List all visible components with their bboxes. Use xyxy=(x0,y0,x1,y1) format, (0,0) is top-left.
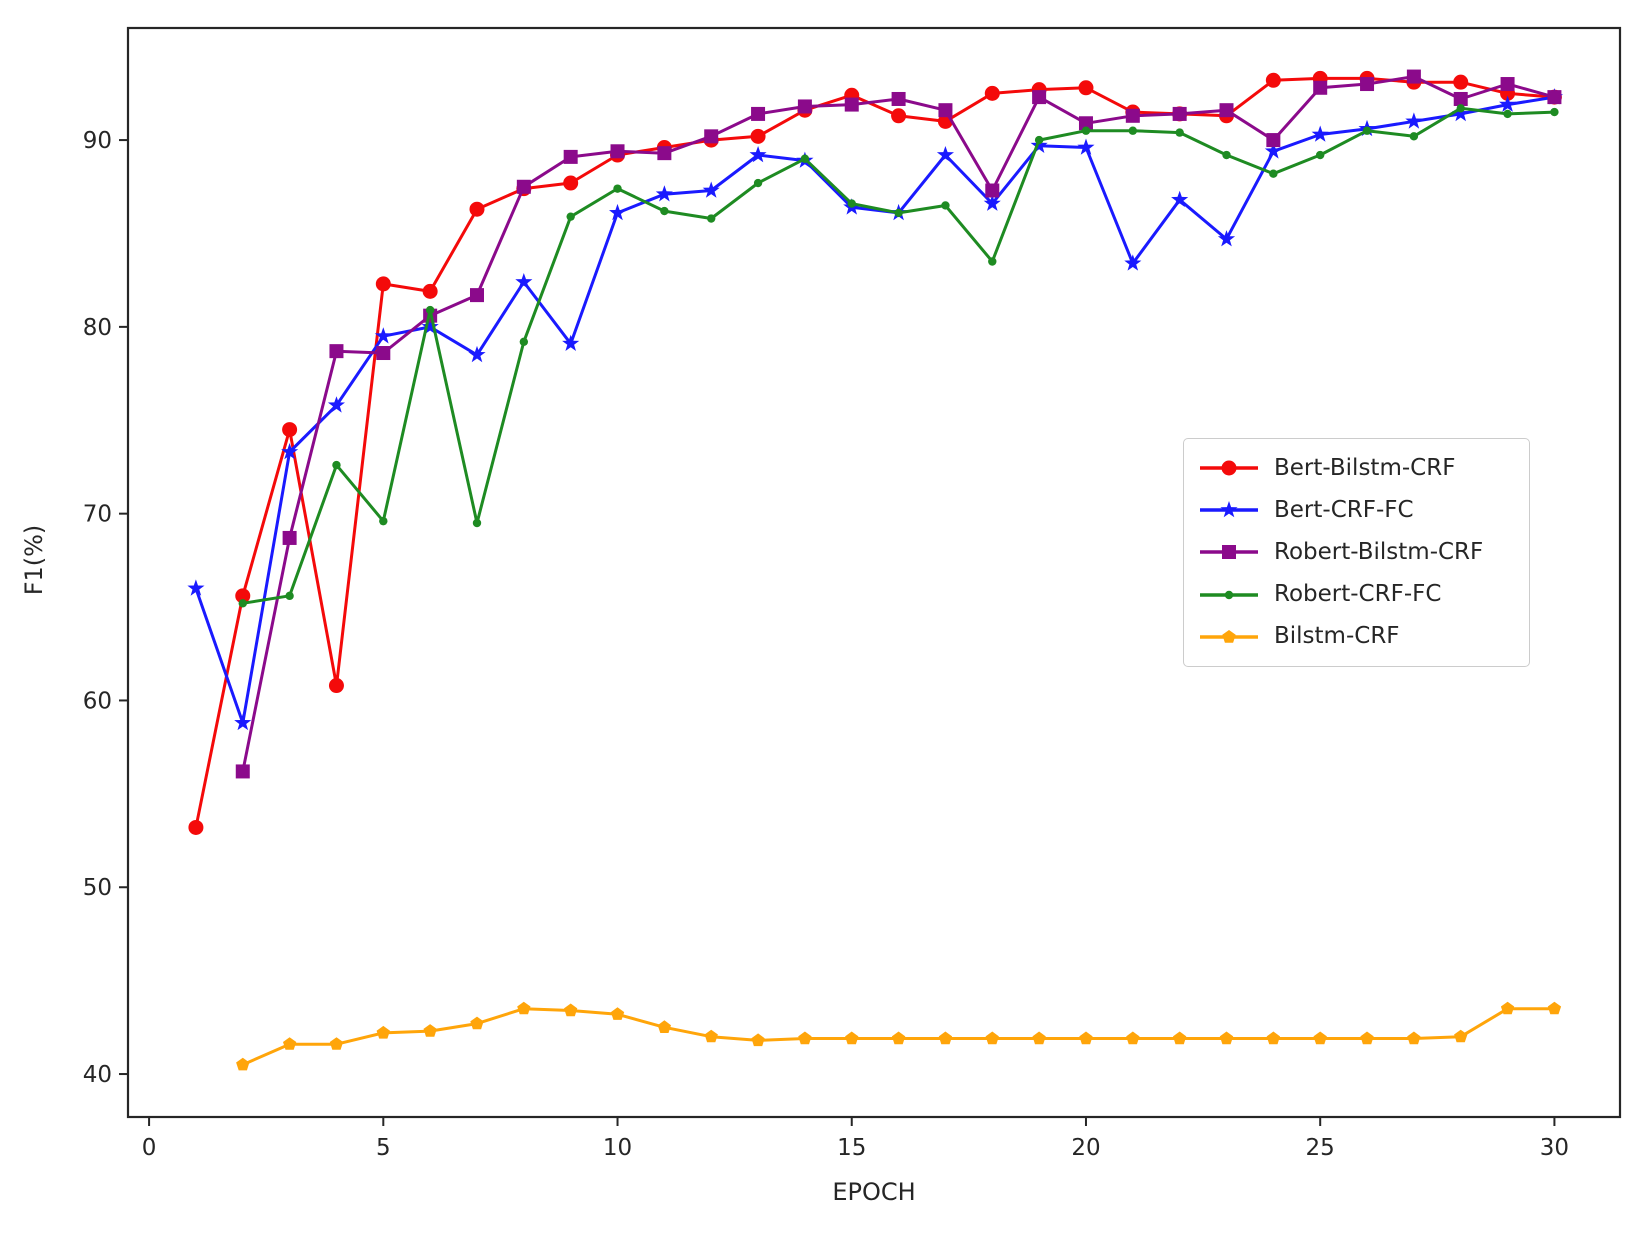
legend-item-label: Bert-Bilstm-CRF xyxy=(1274,454,1456,481)
x-axis-label: EPOCH xyxy=(832,1178,916,1206)
y-tick-label: 60 xyxy=(83,688,112,714)
y-tick-label: 70 xyxy=(83,502,112,528)
y-tick-label: 90 xyxy=(83,128,112,154)
x-tick-label: 25 xyxy=(1306,1135,1335,1161)
legend-item-robert-crf-fc: Robert-CRF-FC xyxy=(1198,583,1515,607)
circle-marker-icon xyxy=(1200,460,1258,476)
y-tick-label: 80 xyxy=(83,315,112,341)
dot-marker-icon xyxy=(1200,590,1258,599)
legend-item-bert-bilstm-crf: Bert-Bilstm-CRF xyxy=(1198,456,1515,480)
pentagon-marker-icon xyxy=(1200,629,1258,643)
legend-item-robert-bilstm-crf: Robert-Bilstm-CRF xyxy=(1198,540,1515,564)
x-tick-label: 5 xyxy=(376,1135,391,1161)
y-axis-label: F1(%) xyxy=(20,524,48,596)
series-line-robert-bilstm-crf xyxy=(241,75,1555,772)
x-tick-label: 30 xyxy=(1540,1135,1569,1161)
legend-item-label: Bilstm-CRF xyxy=(1274,623,1400,650)
star-marker-icon xyxy=(1200,501,1258,518)
series-markers-robert-bilstm-crf xyxy=(235,69,1562,779)
series-robert-bilstm-crf xyxy=(235,69,1562,779)
square-marker-icon xyxy=(1200,545,1258,560)
series-robert-crf-fc xyxy=(238,104,1559,608)
legend-item-bilstm-crf: Bilstm-CRF xyxy=(1198,625,1515,649)
series-markers-robert-crf-fc xyxy=(238,104,1559,608)
x-tick-label: 10 xyxy=(603,1135,632,1161)
series-bert-crf-fc xyxy=(187,88,1563,731)
x-tick-label: 15 xyxy=(837,1135,866,1161)
y-tick-label: 50 xyxy=(83,875,112,901)
series-markers-bert-crf-fc xyxy=(187,88,1563,731)
legend-item-bert-crf-fc: Bert-CRF-FC xyxy=(1198,498,1515,522)
series-line-bert-crf-fc xyxy=(194,95,1555,725)
series-bilstm-crf xyxy=(236,1001,1562,1071)
plot-frame xyxy=(126,26,1622,1119)
x-tick-label: 0 xyxy=(142,1135,157,1161)
series-markers-bilstm-crf xyxy=(236,1001,1562,1071)
x-tick-label: 20 xyxy=(1071,1135,1100,1161)
legend-item-label: Robert-CRF-FC xyxy=(1274,581,1442,608)
legend: Bert-Bilstm-CRF Bert-CRF-FC Robert-Bilstm-… xyxy=(1183,438,1530,667)
legend-item-label: Robert-Bilstm-CRF xyxy=(1274,538,1484,565)
series-line-bert-bilstm-crf xyxy=(194,76,1555,828)
y-tick-label: 40 xyxy=(83,1062,112,1088)
legend-item-label: Bert-CRF-FC xyxy=(1274,496,1414,523)
